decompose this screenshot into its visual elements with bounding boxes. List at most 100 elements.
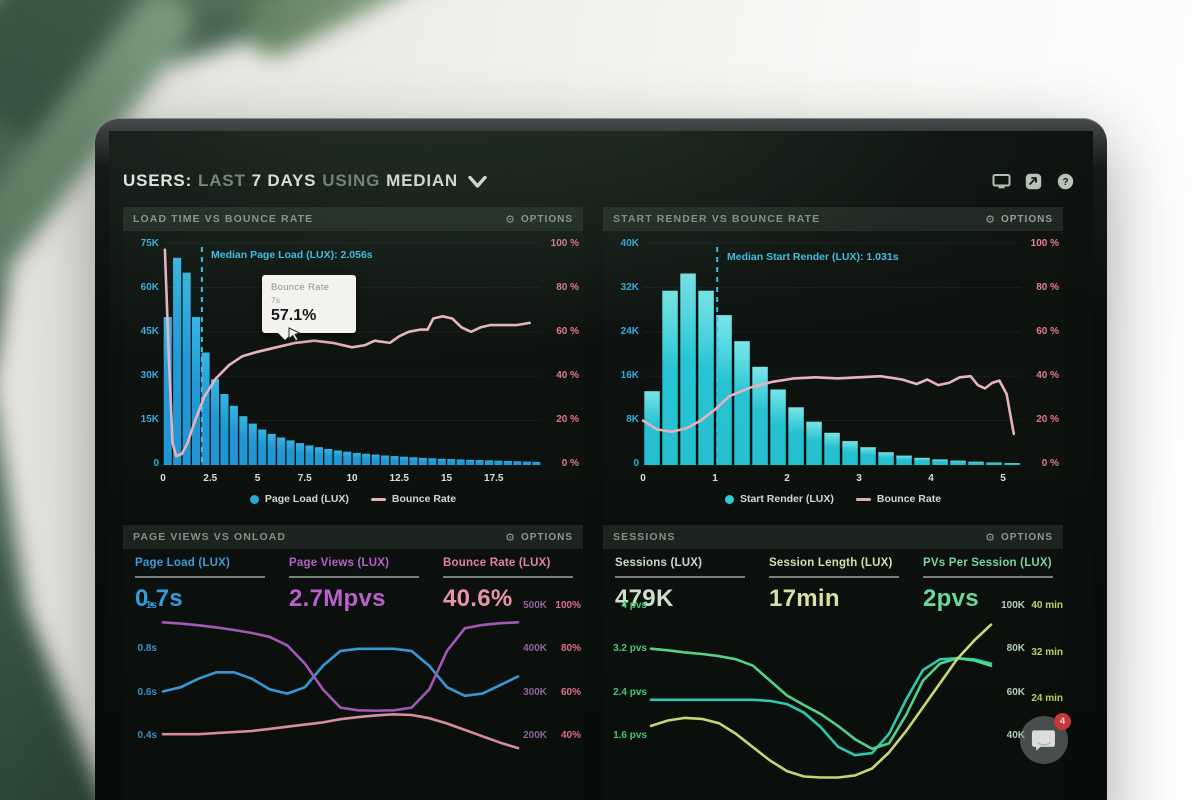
y-axis-tick: 200K bbox=[523, 729, 547, 741]
panel-header: LOAD TIME VS BOUNCE RATE ⚙ OPTIONS bbox=[123, 207, 583, 231]
stat-label: PVs Per Session (LUX) bbox=[923, 557, 1052, 569]
y-axis-tick: 0.4s bbox=[137, 729, 157, 741]
y-axis-left: 1s 0.8s 0.6s 0.4s bbox=[125, 601, 157, 741]
page-views-onload-chart[interactable] bbox=[161, 605, 520, 800]
panel-page-views-vs-onload: PAGE VIEWS VS ONLOAD ⚙ OPTIONS Page Load… bbox=[123, 525, 583, 800]
options-label: OPTIONS bbox=[520, 213, 573, 225]
stat-underline bbox=[135, 576, 265, 578]
title-using: USING bbox=[322, 171, 381, 190]
title-median: MEDIAN bbox=[386, 171, 458, 190]
tooltip-sub: 7s bbox=[271, 295, 280, 305]
y-axis-tick: 0.6s bbox=[137, 686, 157, 698]
stat-value: 2.7Mpvs bbox=[289, 585, 386, 612]
y-axis-tick: 24 min bbox=[1031, 693, 1063, 705]
y-axis-left: 4 pvs 3.2 pvs 2.4 pvs 1.6 pvs bbox=[603, 601, 647, 741]
y-axis-tick: 100K bbox=[1001, 600, 1025, 611]
panel-title: PAGE VIEWS VS ONLOAD bbox=[133, 531, 287, 543]
y-axis-tick: 0 bbox=[153, 458, 159, 469]
y-axis-tick: 60K bbox=[1006, 686, 1025, 698]
svg-text:?: ? bbox=[1062, 177, 1068, 188]
x-axis: 0 1 2 3 4 5 bbox=[640, 473, 1021, 485]
y-axis-tick: 20 % bbox=[1036, 414, 1059, 425]
y-axis-tick: 16K bbox=[620, 370, 639, 381]
dashboard-screen: USERS: LAST 7 DAYS USING MEDIAN ? bbox=[109, 131, 1093, 800]
y-axis-tick: 3.2 pvs bbox=[613, 643, 647, 655]
x-axis-tick: 15 bbox=[440, 473, 453, 484]
stat-value: 2pvs bbox=[923, 585, 979, 612]
y-axis-left: 40K 32K 24K 16K 8K 0 bbox=[609, 239, 639, 469]
gear-icon: ⚙ bbox=[505, 212, 516, 226]
options-button[interactable]: ⚙ OPTIONS bbox=[505, 214, 573, 225]
x-axis-tick: 2 bbox=[784, 473, 790, 484]
plant-leaf bbox=[237, 0, 458, 65]
panel-header: SESSIONS ⚙ OPTIONS bbox=[603, 525, 1063, 549]
y-axis-tick: 100 % bbox=[1030, 238, 1059, 249]
notification-badge: 4 bbox=[1054, 713, 1071, 730]
panel-title: SESSIONS bbox=[613, 531, 676, 543]
options-button[interactable]: ⚙ OPTIONS bbox=[985, 532, 1053, 543]
stat-sessions: Sessions (LUX) 479K bbox=[615, 557, 757, 613]
y-axis-tick: 4 pvs bbox=[621, 600, 647, 611]
share-icon[interactable] bbox=[1024, 173, 1043, 190]
y-axis-tick: 60% bbox=[560, 686, 581, 698]
y-axis-tick: 2.4 pvs bbox=[613, 686, 647, 698]
x-axis-tick: 5 bbox=[1000, 473, 1006, 484]
sessions-chart[interactable] bbox=[649, 605, 993, 800]
y-axis-tick: 32K bbox=[620, 282, 639, 293]
tooltip-label: Bounce Rate bbox=[271, 282, 330, 293]
y-axis-right-sessions: 100K 80K 60K 40K bbox=[989, 601, 1025, 741]
options-button[interactable]: ⚙ OPTIONS bbox=[985, 214, 1053, 225]
stat-underline bbox=[443, 576, 573, 578]
y-axis-tick: 100 % bbox=[550, 238, 579, 249]
page-title: USERS: LAST 7 DAYS USING MEDIAN bbox=[123, 171, 487, 191]
y-axis-tick: 8K bbox=[626, 414, 639, 425]
median-annotation: Median Page Load (LUX): 2.056s bbox=[211, 249, 373, 261]
y-axis-right-percent: 100% 80% 60% 40% bbox=[551, 601, 581, 741]
options-label: OPTIONS bbox=[1000, 213, 1053, 225]
title-7days: 7 DAYS bbox=[251, 171, 317, 190]
start-render-chart[interactable] bbox=[641, 242, 1021, 466]
panel-header: PAGE VIEWS VS ONLOAD ⚙ OPTIONS bbox=[123, 525, 583, 549]
legend: Page Load (LUX) Bounce Rate bbox=[123, 493, 583, 505]
y-axis-tick: 60K bbox=[140, 282, 159, 293]
median-annotation: Median Start Render (LUX): 1.031s bbox=[727, 251, 899, 263]
stat-value: 40.6% bbox=[443, 585, 513, 612]
y-axis-tick: 0 bbox=[633, 458, 639, 469]
legend: Start Render (LUX) Bounce Rate bbox=[603, 493, 1063, 505]
x-axis-tick: 2.5 bbox=[203, 473, 218, 484]
y-axis-tick: 0 % bbox=[561, 458, 579, 469]
panel-load-time-vs-bounce-rate: LOAD TIME VS BOUNCE RATE ⚙ OPTIONS 75K 60… bbox=[123, 207, 583, 519]
legend-item-line: Bounce Rate bbox=[370, 493, 456, 505]
load-time-chart[interactable] bbox=[163, 242, 541, 466]
x-axis-tick: 0 bbox=[160, 473, 166, 484]
options-button[interactable]: ⚙ OPTIONS bbox=[505, 532, 573, 543]
y-axis-tick: 45K bbox=[140, 326, 159, 337]
y-axis-tick: 1s bbox=[145, 600, 157, 611]
y-axis-tick: 100% bbox=[555, 600, 581, 611]
chat-widget-button[interactable]: 4 bbox=[1020, 713, 1071, 764]
display-icon[interactable] bbox=[992, 173, 1011, 190]
header-toolbar: ? bbox=[992, 173, 1075, 190]
y-axis-left: 75K 60K 45K 30K 15K 0 bbox=[129, 239, 159, 469]
gear-icon: ⚙ bbox=[505, 530, 516, 544]
y-axis-right-pageviews: 500K 400K 300K 200K bbox=[515, 601, 547, 741]
title-users: USERS: bbox=[123, 171, 193, 190]
y-axis-tick: 300K bbox=[523, 686, 547, 698]
y-axis-tick: 1.6 pvs bbox=[613, 729, 647, 741]
x-axis-tick: 0 bbox=[640, 473, 646, 484]
help-icon[interactable]: ? bbox=[1056, 173, 1075, 190]
y-axis-tick: 40% bbox=[560, 729, 581, 741]
x-axis-tick: 17.5 bbox=[484, 473, 504, 484]
x-axis-tick: 3 bbox=[856, 473, 862, 484]
y-axis-tick: 32 min bbox=[1031, 646, 1063, 658]
options-label: OPTIONS bbox=[520, 531, 573, 543]
y-axis-right-minutes: 40 min 32 min 24 min bbox=[1029, 601, 1063, 741]
y-axis-tick: 500K bbox=[523, 600, 547, 611]
x-axis-tick: 1 bbox=[712, 473, 718, 484]
y-axis-tick: 40 % bbox=[1036, 370, 1059, 381]
y-axis-right: 100 % 80 % 60 % 40 % 20 % 0 % bbox=[543, 239, 579, 469]
stat-value: 17min bbox=[769, 585, 840, 612]
chevron-down-icon[interactable] bbox=[468, 176, 487, 188]
stat-underline bbox=[289, 576, 419, 578]
y-axis-tick: 0 % bbox=[1041, 458, 1059, 469]
